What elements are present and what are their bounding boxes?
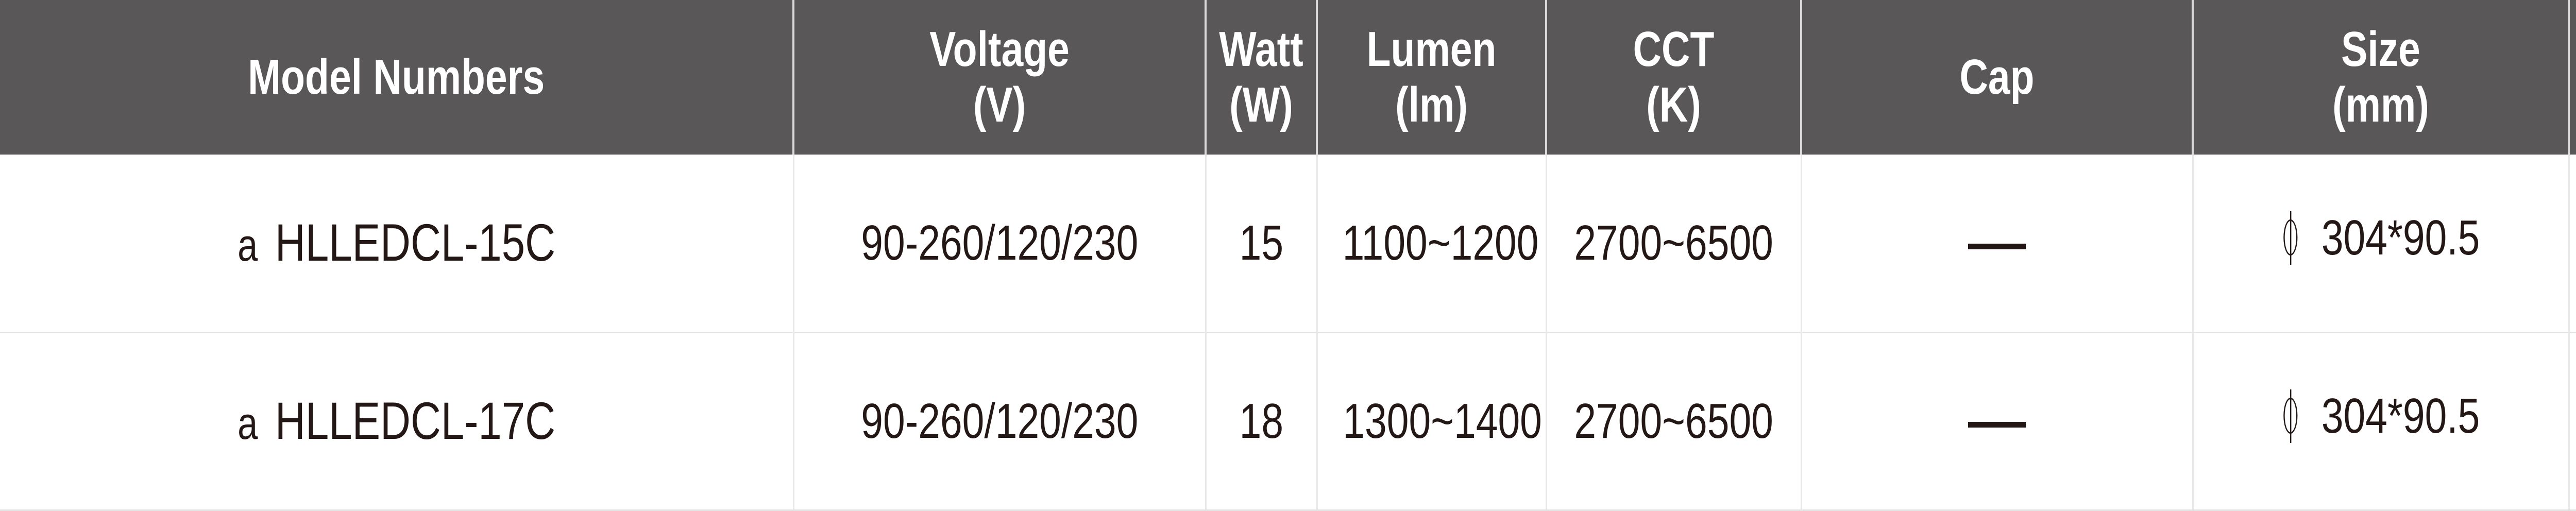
em-dash-icon [1968, 421, 2026, 428]
column-header-voltage: Voltage (V) [835, 0, 1165, 155]
table-row: a HLLEDCL-15C 90-260/120/230 15 1100~120… [0, 155, 2576, 333]
column-header-size-line1: Size [2341, 22, 2420, 77]
lumen-value: 1300~1400 [1342, 393, 1542, 449]
size-value: 304*90.5 [2321, 388, 2480, 444]
model-number-value: HLLEDCL-15C [275, 213, 555, 272]
column-header-size-line2: (mm) [2332, 77, 2429, 132]
cell-watt: 18 [1206, 332, 1318, 511]
cell-model: a HLLEDCL-17C [0, 332, 794, 511]
lumen-value: 1100~1200 [1342, 215, 1538, 270]
column-header-cct-line1: CCT [1633, 22, 1715, 77]
cell-voltage: 90-260/120/230 [793, 155, 1207, 333]
model-number-value: HLLEDCL-17C [275, 391, 555, 450]
column-header-cct: CCT (K) [1571, 0, 1777, 155]
column-header-watt-line1: Watt [1219, 22, 1303, 77]
phi-diameter-icon [2282, 211, 2300, 265]
column-header-cap-line1: Cap [1959, 49, 2035, 105]
cell-lumen: 1100~1200 [1317, 155, 1547, 333]
row-marker: a [237, 398, 258, 449]
table-header: Model Numbers Voltage (V) Watt (W) Lumen… [0, 0, 2576, 155]
column-header-model: Model Numbers [79, 0, 715, 155]
cell-cct: 2700~6500 [1546, 332, 1802, 511]
cell-dimmable [2569, 332, 2576, 511]
row-marker: a [237, 219, 258, 271]
voltage-value: 90-260/120/230 [860, 393, 1139, 449]
cct-value: 2700~6500 [1574, 215, 1773, 270]
cell-voltage: 90-260/120/230 [793, 332, 1207, 511]
cell-cap [1801, 332, 2194, 511]
column-header-lumen-line2: (lm) [1395, 77, 1468, 132]
em-dash-icon [1968, 243, 2026, 249]
cct-value: 2700~6500 [1574, 393, 1773, 449]
cell-size: 304*90.5 [2193, 332, 2570, 511]
watt-value: 18 [1239, 393, 1283, 449]
cell-size: 304*90.5 [2193, 155, 2570, 333]
cell-cct: 2700~6500 [1546, 155, 1802, 333]
size-value: 304*90.5 [2321, 210, 2480, 265]
column-header-lumen-line1: Lumen [1366, 22, 1497, 77]
column-header-voltage-line2: (V) [973, 77, 1026, 132]
column-header-cct-line2: (K) [1646, 77, 1701, 132]
column-header-lumen: Lumen (lm) [1340, 0, 1524, 155]
table-row: a HLLEDCL-17C 90-260/120/230 18 1300~140… [0, 332, 2576, 511]
watt-value: 15 [1239, 215, 1283, 270]
column-header-watt: Watt (W) [1216, 0, 1307, 155]
cell-cap [1801, 155, 2194, 333]
column-header-size: Size (mm) [2230, 0, 2532, 155]
phi-diameter-icon [2282, 389, 2300, 443]
cell-lumen: 1300~1400 [1317, 332, 1547, 511]
cell-model: a HLLEDCL-15C [0, 155, 794, 333]
voltage-value: 90-260/120/230 [860, 215, 1139, 270]
column-header-voltage-line1: Voltage [929, 22, 1070, 77]
table-body: a HLLEDCL-15C 90-260/120/230 15 1100~120… [0, 155, 2576, 511]
column-header-watt-line2: (W) [1229, 77, 1293, 132]
column-header-cap: Cap [1840, 0, 2155, 155]
cell-watt: 15 [1206, 155, 1318, 333]
header-row: Model Numbers Voltage (V) Watt (W) Lumen… [0, 0, 2576, 155]
column-header-model-line1: Model Numbers [248, 49, 545, 105]
cell-dimmable [2569, 155, 2576, 333]
